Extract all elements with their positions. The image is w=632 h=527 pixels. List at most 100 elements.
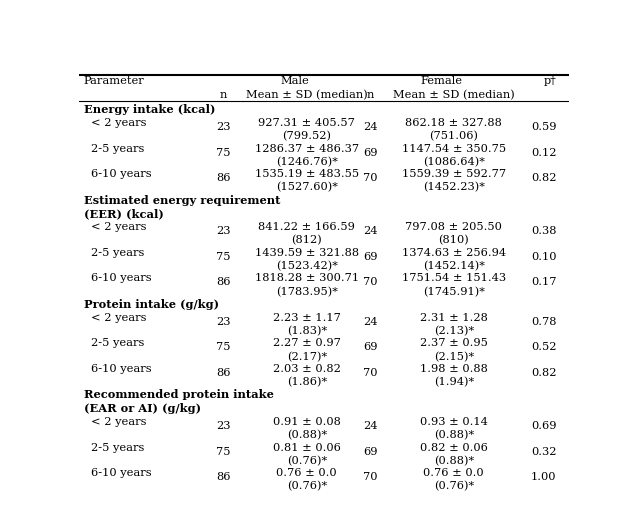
Text: 841.22 ± 166.59: 841.22 ± 166.59 (258, 222, 355, 232)
Text: 0.81 ± 0.06: 0.81 ± 0.06 (273, 443, 341, 453)
Text: (2.13)*: (2.13)* (434, 326, 474, 336)
Text: 0.32: 0.32 (531, 447, 557, 457)
Text: p†: p† (544, 76, 557, 86)
Text: 0.12: 0.12 (531, 148, 557, 158)
Text: 0.38: 0.38 (531, 227, 557, 237)
Text: (1246.76)*: (1246.76)* (276, 157, 337, 167)
Text: 75: 75 (216, 447, 231, 457)
Text: 75: 75 (216, 148, 231, 158)
Text: 1.98 ± 0.88: 1.98 ± 0.88 (420, 364, 488, 374)
Text: Mean ± SD (median): Mean ± SD (median) (246, 91, 368, 101)
Text: 1374.63 ± 256.94: 1374.63 ± 256.94 (401, 248, 506, 258)
Text: Male: Male (280, 76, 309, 86)
Text: 86: 86 (216, 368, 231, 378)
Text: 23: 23 (216, 421, 231, 431)
Text: 0.59: 0.59 (531, 122, 557, 132)
Text: 75: 75 (216, 252, 231, 262)
Text: 0.93 ± 0.14: 0.93 ± 0.14 (420, 417, 488, 427)
Text: 1535.19 ± 483.55: 1535.19 ± 483.55 (255, 169, 359, 179)
Text: 797.08 ± 205.50: 797.08 ± 205.50 (405, 222, 502, 232)
Text: 70: 70 (363, 472, 378, 482)
Text: < 2 years: < 2 years (91, 417, 147, 427)
Text: Estimated energy requirement: Estimated energy requirement (84, 194, 280, 206)
Text: < 2 years: < 2 years (91, 313, 147, 323)
Text: 86: 86 (216, 173, 231, 183)
Text: Recommended protein intake: Recommended protein intake (84, 389, 274, 401)
Text: 1286.37 ± 486.37: 1286.37 ± 486.37 (255, 143, 359, 153)
Text: 69: 69 (363, 343, 378, 353)
Text: Parameter: Parameter (84, 76, 145, 86)
Text: (1783.95)*: (1783.95)* (276, 287, 337, 297)
Text: 0.82: 0.82 (531, 173, 557, 183)
Text: (0.76)*: (0.76)* (287, 456, 327, 466)
Text: 2.03 ± 0.82: 2.03 ± 0.82 (273, 364, 341, 374)
Text: Energy intake (kcal): Energy intake (kcal) (84, 104, 216, 115)
Text: 0.82 ± 0.06: 0.82 ± 0.06 (420, 443, 488, 453)
Text: 2-5 years: 2-5 years (91, 143, 145, 153)
Text: (1452.23)*: (1452.23)* (423, 182, 485, 192)
Text: (1452.14)*: (1452.14)* (423, 261, 485, 271)
Text: 0.17: 0.17 (531, 278, 557, 288)
Text: n: n (220, 91, 227, 101)
Text: 0.76 ± 0.0: 0.76 ± 0.0 (276, 468, 337, 478)
Text: 2-5 years: 2-5 years (91, 443, 145, 453)
Text: 0.78: 0.78 (531, 317, 557, 327)
Text: (1.83)*: (1.83)* (287, 326, 327, 336)
Text: 24: 24 (363, 421, 378, 431)
Text: 2.27 ± 0.97: 2.27 ± 0.97 (273, 338, 341, 348)
Text: 1.00: 1.00 (531, 472, 557, 482)
Text: 2.23 ± 1.17: 2.23 ± 1.17 (273, 313, 341, 323)
Text: 2.31 ± 1.28: 2.31 ± 1.28 (420, 313, 488, 323)
Text: 24: 24 (363, 317, 378, 327)
Text: 1439.59 ± 321.88: 1439.59 ± 321.88 (255, 248, 359, 258)
Text: 1818.28 ± 300.71: 1818.28 ± 300.71 (255, 274, 359, 284)
Text: 0.82: 0.82 (531, 368, 557, 378)
Text: 1559.39 ± 592.77: 1559.39 ± 592.77 (401, 169, 506, 179)
Text: (2.17)*: (2.17)* (287, 352, 327, 362)
Text: 23: 23 (216, 317, 231, 327)
Text: 23: 23 (216, 227, 231, 237)
Text: n: n (367, 91, 374, 101)
Text: 862.18 ± 327.88: 862.18 ± 327.88 (405, 118, 502, 128)
Text: Female: Female (420, 76, 463, 86)
Text: 6-10 years: 6-10 years (91, 468, 152, 478)
Text: 1751.54 ± 151.43: 1751.54 ± 151.43 (401, 274, 506, 284)
Text: 927.31 ± 405.57: 927.31 ± 405.57 (258, 118, 355, 128)
Text: 2.37 ± 0.95: 2.37 ± 0.95 (420, 338, 488, 348)
Text: 2-5 years: 2-5 years (91, 248, 145, 258)
Text: (0.88)*: (0.88)* (434, 430, 474, 441)
Text: (2.15)*: (2.15)* (434, 352, 474, 362)
Text: 0.10: 0.10 (531, 252, 557, 262)
Text: < 2 years: < 2 years (91, 222, 147, 232)
Text: (EER) (kcal): (EER) (kcal) (84, 209, 164, 219)
Text: (1745.91)*: (1745.91)* (423, 287, 485, 297)
Text: 69: 69 (363, 252, 378, 262)
Text: (0.88)*: (0.88)* (434, 456, 474, 466)
Text: 6-10 years: 6-10 years (91, 274, 152, 284)
Text: < 2 years: < 2 years (91, 118, 147, 128)
Text: 69: 69 (363, 447, 378, 457)
Text: (1086.64)*: (1086.64)* (423, 157, 485, 167)
Text: 23: 23 (216, 122, 231, 132)
Text: 70: 70 (363, 368, 378, 378)
Text: 70: 70 (363, 173, 378, 183)
Text: 6-10 years: 6-10 years (91, 169, 152, 179)
Text: (0.88)*: (0.88)* (287, 430, 327, 441)
Text: 6-10 years: 6-10 years (91, 364, 152, 374)
Text: Mean ± SD (median): Mean ± SD (median) (393, 91, 514, 101)
Text: 0.52: 0.52 (531, 343, 557, 353)
Text: Protein intake (g/kg): Protein intake (g/kg) (84, 299, 219, 310)
Text: 69: 69 (363, 148, 378, 158)
Text: (1527.60)*: (1527.60)* (276, 182, 337, 192)
Text: 24: 24 (363, 122, 378, 132)
Text: (810): (810) (439, 236, 469, 246)
Text: (1.86)*: (1.86)* (287, 377, 327, 387)
Text: 1147.54 ± 350.75: 1147.54 ± 350.75 (401, 143, 506, 153)
Text: (1.94)*: (1.94)* (434, 377, 474, 387)
Text: 86: 86 (216, 278, 231, 288)
Text: 0.76 ± 0.0: 0.76 ± 0.0 (423, 468, 484, 478)
Text: 0.91 ± 0.08: 0.91 ± 0.08 (273, 417, 341, 427)
Text: (0.76)*: (0.76)* (434, 481, 474, 492)
Text: 75: 75 (216, 343, 231, 353)
Text: 24: 24 (363, 227, 378, 237)
